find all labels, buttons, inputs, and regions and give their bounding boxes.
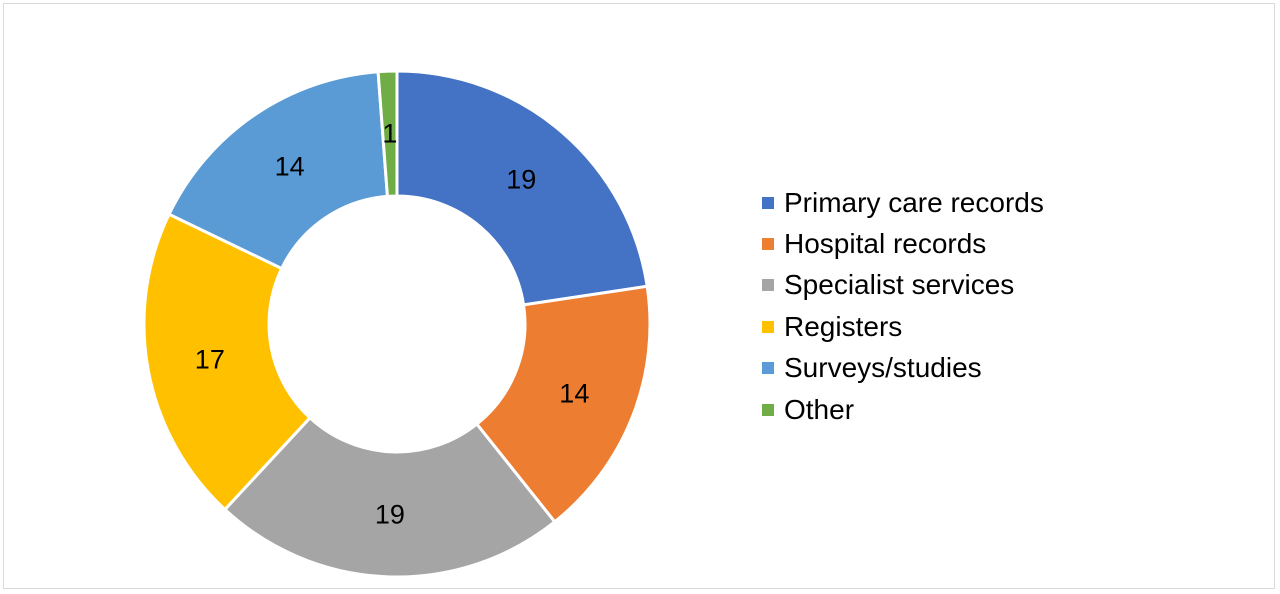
legend-swatch xyxy=(762,362,774,375)
slices-group xyxy=(142,69,652,579)
data-label-hospital-records: 14 xyxy=(559,379,589,409)
legend-item-registers: Registers xyxy=(762,306,1044,347)
data-label-registers: 17 xyxy=(195,344,225,374)
legend-swatch xyxy=(762,196,774,209)
legend-label: Other xyxy=(784,393,855,425)
legend-label: Surveys/studies xyxy=(784,352,982,384)
legend-item-primary-care-records: Primary care records xyxy=(762,182,1044,223)
legend-swatch xyxy=(762,238,774,251)
legend: Primary care records Hospital records Spec… xyxy=(762,182,1044,430)
data-label-primary-care-records: 19 xyxy=(506,165,536,195)
legend-item-other: Other xyxy=(762,389,1044,430)
data-label-surveys-studies: 14 xyxy=(275,152,305,182)
slice-registers xyxy=(142,212,313,512)
legend-swatch xyxy=(762,279,774,292)
slice-other xyxy=(376,69,399,198)
legend-swatch xyxy=(762,320,774,333)
data-label-specialist-services: 19 xyxy=(375,499,405,529)
legend-item-surveys-studies: Surveys/studies xyxy=(762,348,1044,389)
slice-surveys-studies xyxy=(167,70,390,271)
data-labels-group: 19 14 19 17 14 1 xyxy=(195,119,590,530)
legend-item-specialist-services: Specialist services xyxy=(762,265,1044,306)
legend-label: Primary care records xyxy=(784,186,1044,218)
data-label-other: 1 xyxy=(382,119,397,149)
legend-swatch xyxy=(762,403,774,416)
slice-primary-care-records xyxy=(395,69,649,307)
slice-hospital-records xyxy=(474,284,652,524)
slice-specialist-services xyxy=(222,415,557,579)
legend-label: Registers xyxy=(784,310,903,342)
legend-label: Specialist services xyxy=(784,269,1015,301)
legend-item-hospital-records: Hospital records xyxy=(762,223,1044,264)
legend-label: Hospital records xyxy=(784,228,987,260)
